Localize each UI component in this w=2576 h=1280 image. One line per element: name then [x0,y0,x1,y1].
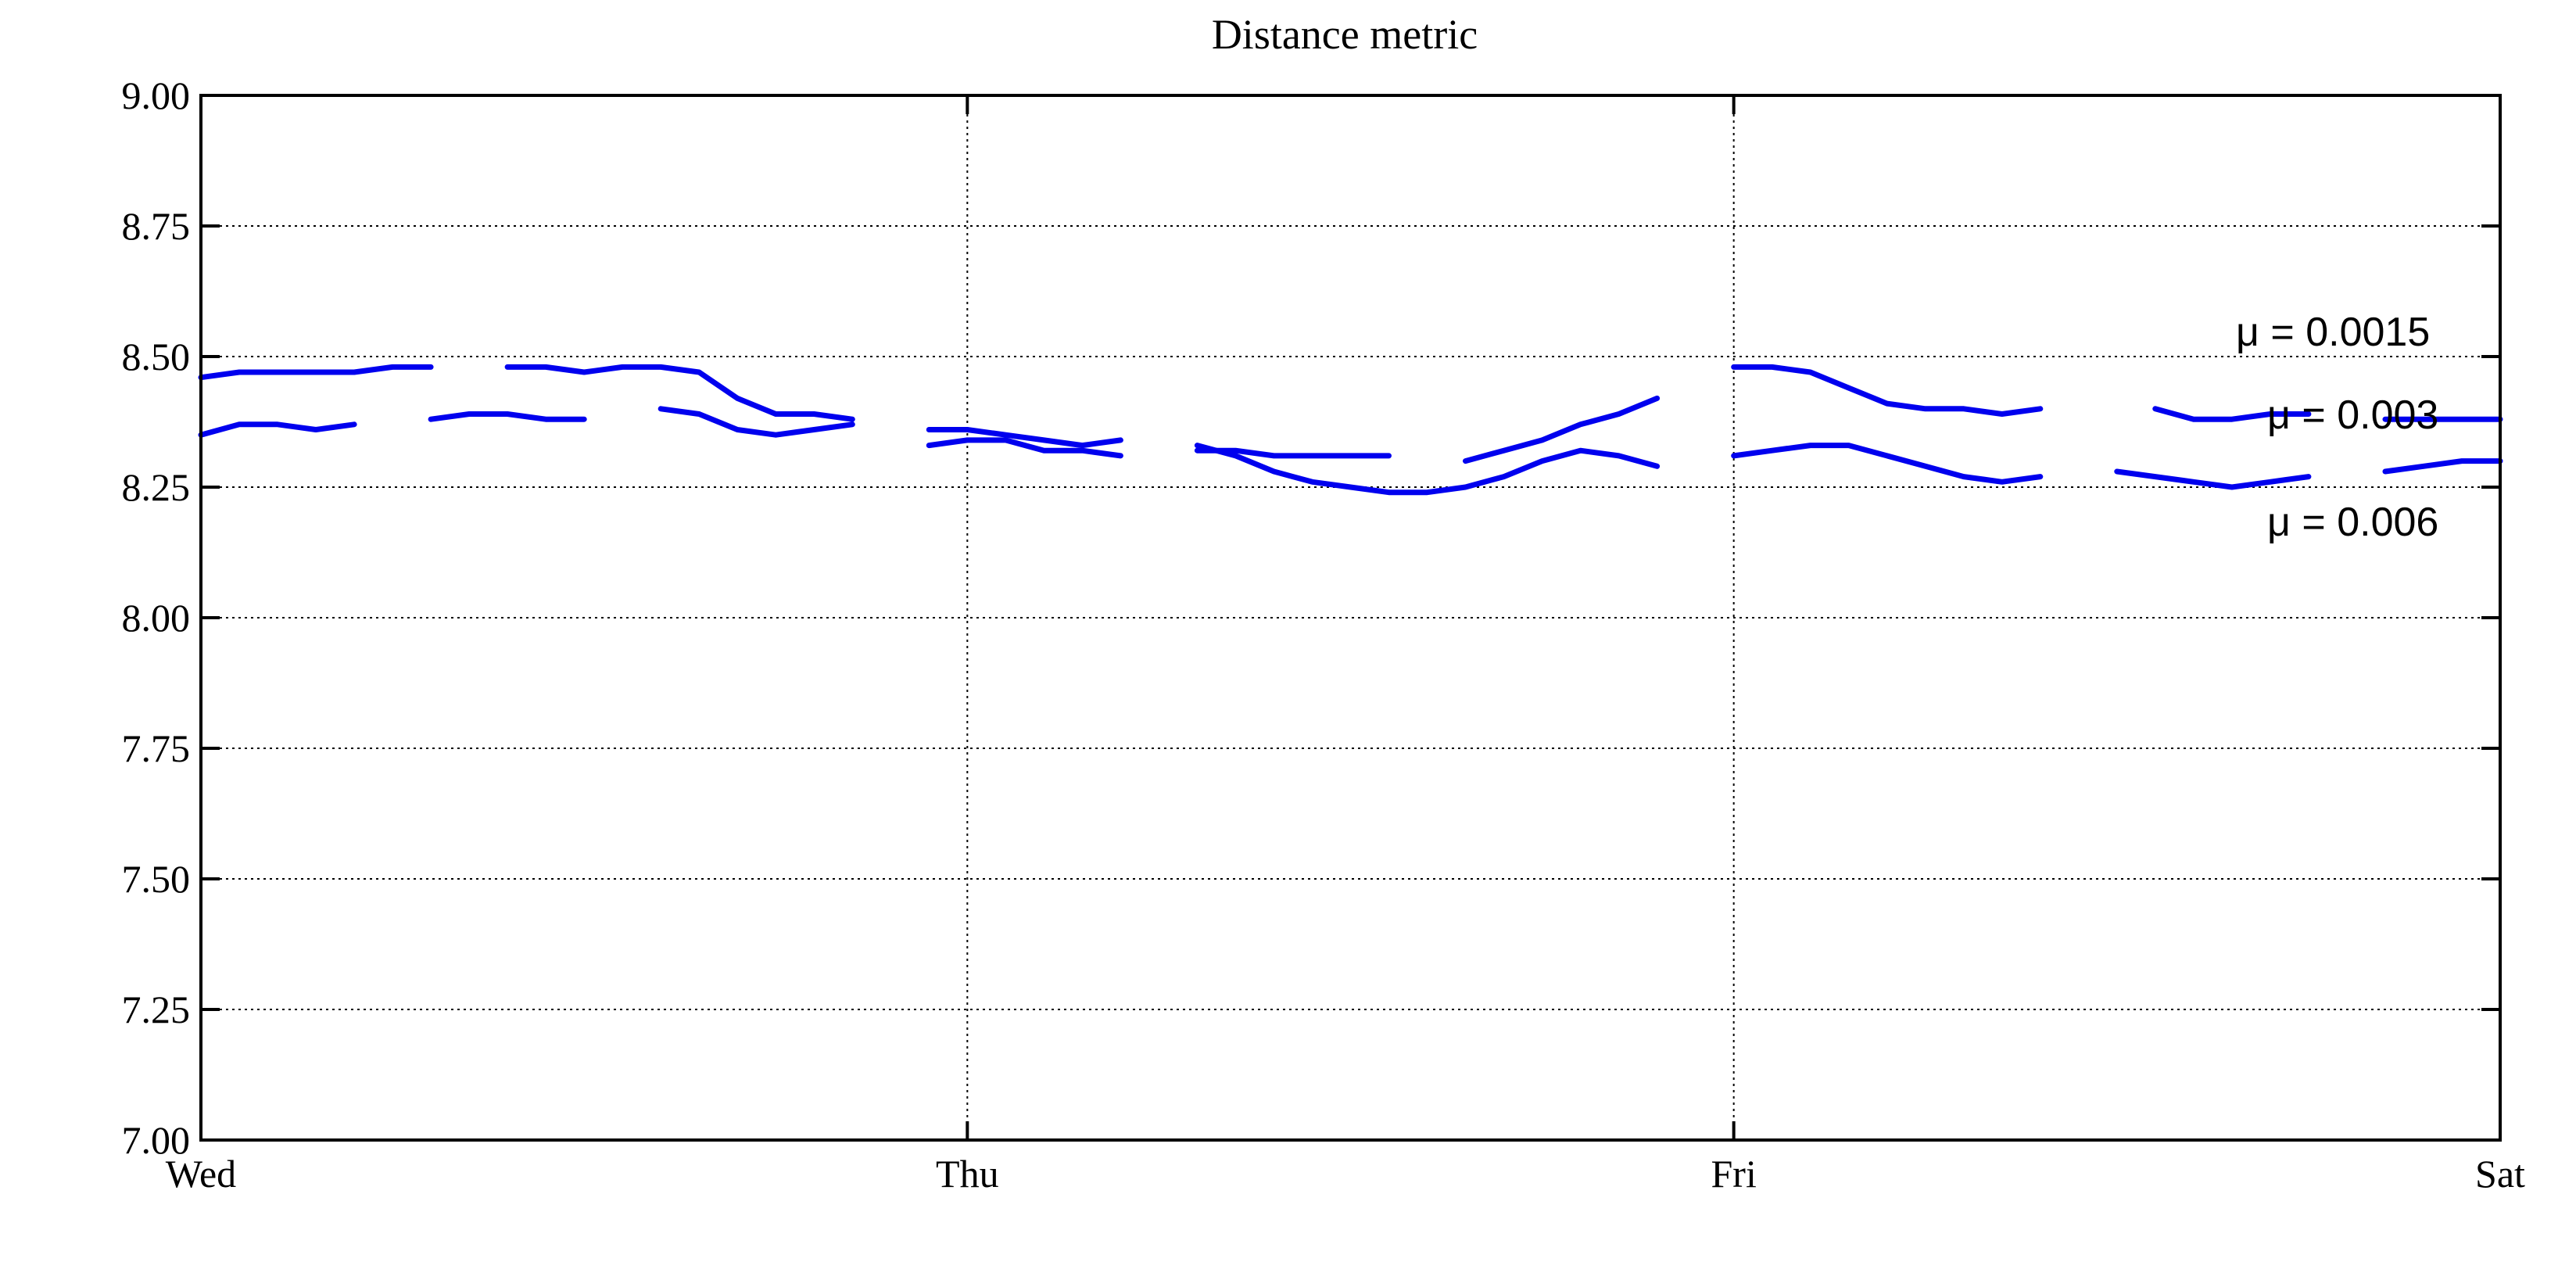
axis-ticks: 7.00 7.25 7.50 7.75 8.00 8.25 8.50 8.75 9.00 Wed T… [122,74,2526,1196]
series-line-segment [1194,443,1661,496]
series-line-segment [504,364,855,422]
series-labels: μ = 0.0015 μ = 0.003 μ = 0.006 [2236,310,2438,545]
series-line-segment [657,406,855,438]
series-label: μ = 0.006 [2267,500,2438,545]
series-2 [198,406,2503,496]
y-tick-label: 7.75 [122,726,191,770]
x-tick-label: Fri [1711,1152,1756,1196]
y-tick-label: 7.00 [122,1118,191,1162]
y-tick-label: 8.25 [122,465,191,509]
series-line-segment [926,427,1123,449]
y-tick-label: 7.50 [122,857,191,901]
series-line-segment [1731,443,2044,485]
series-line-segment [428,411,587,422]
grid-lines [201,95,2500,1140]
y-tick-label: 9.00 [122,74,191,117]
series-line-segment [198,364,434,381]
x-tick-label: Thu [936,1152,999,1196]
series-line-segment [198,421,357,438]
series-line-segment [2152,406,2312,422]
x-tick-label: Wed [166,1152,236,1196]
y-tick-label: 8.75 [122,204,191,248]
series-line-segment [1731,364,2044,417]
series-label: μ = 0.0015 [2236,310,2430,355]
x-tick-label: Sat [2475,1152,2525,1196]
series-line-segment [2382,458,2503,475]
y-tick-label: 8.00 [122,596,191,640]
series-line-segment [2114,468,2312,490]
y-tick-label: 8.50 [122,335,191,378]
series-line-segment [926,437,1123,459]
y-tick-label: 7.25 [122,988,191,1031]
series-1 [198,364,2503,464]
series-layer [198,364,2503,496]
series-label: μ = 0.003 [2267,393,2438,438]
series-line-segment [1463,395,1661,464]
chart-title: Distance metric [1212,11,1478,58]
series-line-segment [1194,447,1392,459]
